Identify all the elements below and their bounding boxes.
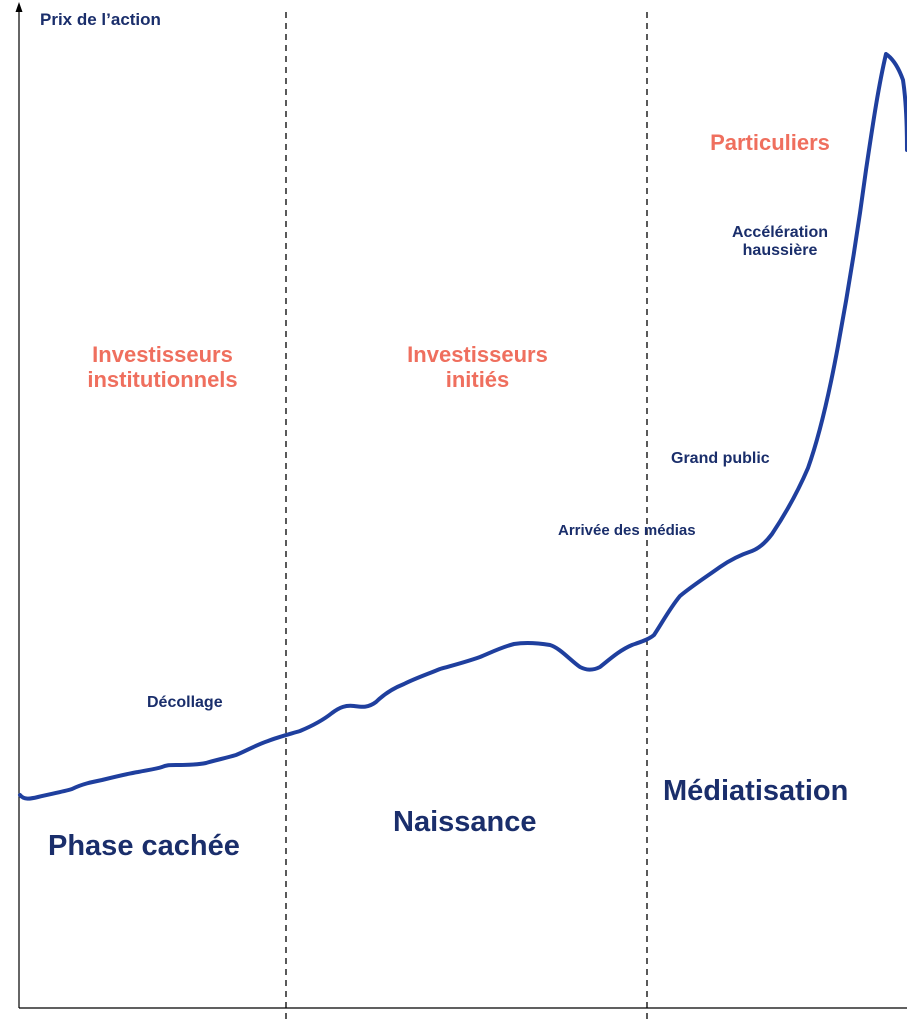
y-axis-title: Prix de l’action: [40, 10, 161, 29]
phase-birth-label: Naissance: [393, 806, 537, 838]
y-axis-arrowhead: [15, 2, 23, 12]
phase-hidden-label: Phase cachée: [48, 830, 240, 862]
general-public-label: Grand public: [671, 450, 770, 467]
retail-investors-label: Particuliers: [710, 130, 830, 155]
insider-investors-label: Investisseurs initiés: [407, 342, 548, 393]
takeoff-label: Décollage: [147, 694, 223, 711]
price-curve: [18, 52, 907, 801]
media-arrival-label: Arrivée des médias: [558, 522, 696, 539]
phase-media-label: Médiatisation: [663, 775, 849, 807]
acceleration-label: Accélération haussière: [731, 224, 829, 260]
institutional-investors-label: Investisseurs institutionnels: [87, 342, 238, 393]
